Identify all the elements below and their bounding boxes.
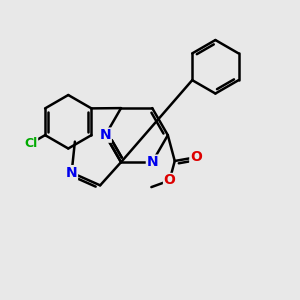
Text: N: N (66, 166, 77, 180)
Text: O: O (190, 150, 202, 164)
Text: Cl: Cl (24, 137, 38, 150)
Text: N: N (146, 155, 158, 169)
Text: N: N (100, 128, 111, 142)
Text: O: O (164, 173, 175, 188)
